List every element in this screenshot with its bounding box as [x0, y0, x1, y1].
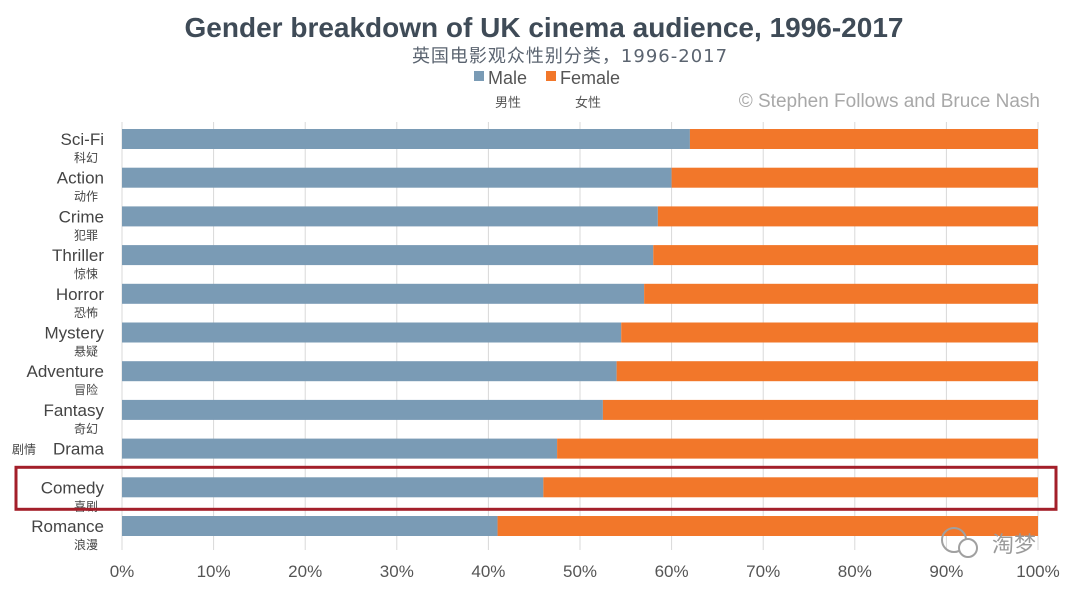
legend-label-cn-male: 男性 [495, 96, 521, 111]
legend: Male 男性 Female 女性 [474, 68, 620, 111]
category-label-cn: 科幻 [74, 151, 98, 165]
x-tick-label: 100% [1016, 562, 1059, 581]
category-label: Comedy [41, 478, 105, 497]
category-label: Action [57, 169, 104, 188]
bar-fantasy-male [122, 399, 603, 420]
x-tick-label: 30% [380, 562, 414, 581]
credit-text: © Stephen Follows and Bruce Nash [739, 91, 1040, 112]
bar-adventure-male [122, 361, 617, 382]
bars [122, 129, 1038, 536]
category-label-cn: 恐怖 [74, 305, 98, 320]
category-label: Sci-Fi [61, 130, 104, 149]
bar-sci-fi-female [689, 129, 1038, 149]
legend-label-female: Female [560, 68, 620, 88]
category-label-cn: 冒险 [74, 382, 98, 397]
x-tick-label: 60% [655, 562, 689, 581]
x-tick-label: 20% [288, 562, 322, 581]
category-label-cn: 犯罪 [74, 228, 98, 242]
bar-thriller-female [653, 245, 1038, 266]
x-tick-label: 50% [563, 562, 597, 581]
chart-title: Gender breakdown of UK cinema audience, … [185, 12, 904, 43]
legend-swatch-male [474, 71, 484, 81]
chat-bubble-small-icon [958, 538, 978, 558]
x-axis-ticks: 0% 10% 20% 30% 40% 50% 60% 70% 80% 90% 100% [110, 562, 1060, 581]
x-tick-label: 0% [110, 562, 135, 581]
category-label: Thriller [52, 246, 104, 265]
legend-swatch-female [546, 71, 556, 81]
bar-crime-female [657, 206, 1038, 227]
bar-action-male [122, 167, 672, 188]
category-label-cn: 惊悚 [74, 266, 98, 281]
x-tick-label: 80% [838, 562, 872, 581]
category-label-cn: 动作 [74, 190, 98, 204]
bar-action-female [671, 167, 1038, 188]
legend-label-male: Male [488, 68, 527, 88]
x-tick-label: 10% [197, 562, 231, 581]
x-tick-label: 40% [471, 562, 505, 581]
category-label-cn: 浪漫 [74, 537, 98, 552]
bar-drama-male [122, 438, 558, 459]
category-label: Fantasy [44, 401, 105, 420]
category-label-cn: 奇幻 [74, 422, 98, 436]
bar-mystery-male [122, 322, 622, 343]
bar-crime-male [122, 206, 658, 227]
bar-thriller-male [122, 245, 654, 266]
category-label: Crime [59, 207, 104, 226]
bar-romance-male [122, 516, 498, 536]
bar-fantasy-female [602, 399, 1038, 420]
category-label: Adventure [27, 362, 105, 381]
bar-mystery-female [621, 322, 1038, 343]
watermark-text: 淘梦 [992, 533, 1036, 558]
category-label: Horror [56, 285, 105, 304]
bar-horror-female [644, 283, 1038, 304]
category-label: Romance [31, 517, 104, 536]
bar-adventure-female [616, 361, 1038, 382]
chart-subtitle: 英国电影观众性别分类，1996-2017 [412, 46, 728, 67]
legend-label-cn-female: 女性 [575, 95, 601, 111]
x-tick-label: 70% [746, 562, 780, 581]
bar-drama-female [557, 438, 1038, 459]
bar-horror-male [122, 283, 645, 304]
category-label-cn: 悬疑 [74, 344, 98, 359]
comedy-highlight-box [14, 465, 1058, 511]
watermark: 淘梦 [941, 527, 1036, 558]
category-label-cn: 喜剧 [74, 499, 98, 513]
bar-comedy-female [543, 477, 1038, 498]
bar-romance-female [497, 516, 1038, 536]
category-label: Mystery [45, 324, 105, 343]
x-tick-label: 90% [929, 562, 963, 581]
bar-sci-fi-male [122, 129, 690, 149]
category-label-cn: 剧情 [12, 443, 36, 457]
bar-comedy-male [122, 477, 544, 498]
category-label: Drama [53, 440, 105, 459]
